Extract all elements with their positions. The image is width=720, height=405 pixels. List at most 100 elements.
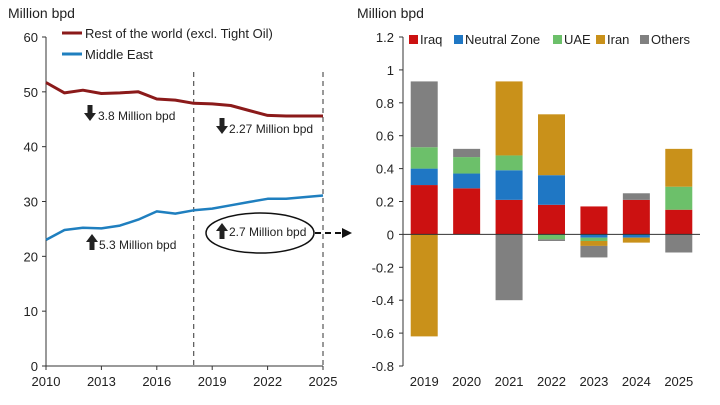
right-legend-swatch [596, 35, 605, 44]
right-ylabel: Million bpd [357, 5, 424, 21]
right-legend-label: UAE [564, 32, 591, 47]
left-y-tick-label: 10 [24, 304, 38, 319]
bar-segment-others [453, 148, 481, 158]
bar-segment-iran [538, 114, 565, 176]
bar-segment-uae [495, 155, 523, 171]
left-y-tick-label: 0 [31, 359, 38, 374]
bar-segment-neutral-zone [495, 170, 523, 200]
arrow-shaft [219, 118, 225, 127]
left-y-tick-label: 60 [24, 30, 38, 45]
left-x-tick-label: 2016 [142, 374, 171, 389]
left-series-line-1 [45, 194, 324, 242]
left-y-tick-label: 50 [24, 85, 38, 100]
left-x-tick-label: 2013 [87, 374, 116, 389]
bar-segment-others [665, 234, 693, 253]
right-y-tick-label: 1 [387, 63, 394, 78]
bar-segment-neutral-zone [410, 168, 438, 186]
arrow-head [216, 126, 228, 134]
bar-segment-others [580, 245, 608, 258]
bar-segment-iraq [538, 204, 565, 235]
annotation-arrow-icon [84, 105, 96, 121]
arrow-shaft [219, 230, 225, 239]
annotation-label: 3.8 Million bpd [98, 109, 175, 123]
bar-segment-iran [495, 81, 523, 156]
right-legend-label: Others [651, 32, 691, 47]
right-x-tick-label: 2022 [537, 374, 566, 389]
right-y-tick-label: 0.6 [376, 129, 394, 144]
bar-segment-iraq [665, 209, 693, 235]
bar-segment-iraq [580, 206, 608, 235]
annotation-label: 5.3 Million bpd [99, 238, 176, 252]
left-legend-label: Middle East [85, 47, 153, 62]
left-x-tick-label: 2019 [198, 374, 227, 389]
annotation-label: 2.27 Million bpd [229, 122, 313, 136]
annotation-label: 2.7 Million bpd [229, 225, 306, 239]
bar-segment-neutral-zone [622, 234, 650, 238]
left-x-tick-label: 2010 [32, 374, 61, 389]
right-y-tick-label: -0.4 [372, 293, 394, 308]
left-y-tick-label: 40 [24, 140, 38, 155]
bar-segment-others [410, 81, 438, 148]
annotation-arrow-icon [216, 118, 228, 134]
left-ylabel: Million bpd [8, 5, 75, 21]
right-x-tick-label: 2024 [622, 374, 651, 389]
right-legend-label: Iran [607, 32, 629, 47]
bar-segment-iraq [495, 199, 523, 235]
arrow-head [84, 113, 96, 121]
left-y-tick-label: 20 [24, 249, 38, 264]
arrow-shaft [87, 105, 93, 114]
right-y-tick-label: -0.6 [372, 326, 394, 341]
arrow-head [216, 223, 228, 231]
bar-segment-uae [410, 147, 438, 169]
bar-segment-others [538, 239, 565, 241]
bar-segment-iran [622, 237, 650, 243]
bar-segment-iraq [622, 199, 650, 235]
right-x-tick-label: 2020 [452, 374, 481, 389]
right-legend-swatch [553, 35, 562, 44]
bar-segment-iraq [410, 185, 438, 235]
right-x-tick-label: 2021 [495, 374, 524, 389]
right-y-tick-label: -0.8 [372, 359, 394, 374]
right-legend-swatch [640, 35, 649, 44]
bar-segment-others [622, 193, 650, 200]
connector-arrowhead [342, 228, 352, 238]
highlight-ellipse [205, 212, 315, 254]
right-stacked-bar-chart: 1.2 1 0.8 0.6 0.4 0.2 0 -0.2 -0.4 -0.6 -0.8 2019 202… [372, 30, 700, 389]
connector-arrow [315, 228, 352, 238]
right-legend-label: Iraq [420, 32, 442, 47]
right-y-tick-label: 0.2 [376, 195, 394, 210]
left-series-line-0 [45, 81, 323, 118]
left-x-tick-label: 2025 [309, 374, 338, 389]
right-y-tick-label: 1.2 [376, 30, 394, 45]
right-y-tick-label: 0.4 [376, 162, 394, 177]
bar-segment-uae [665, 186, 693, 210]
right-legend-swatch [409, 35, 418, 44]
annotation-arrow-icon [216, 223, 228, 239]
right-y-tick-label: 0.8 [376, 96, 394, 111]
bar-segment-neutral-zone [453, 173, 481, 189]
right-x-tick-label: 2023 [579, 374, 608, 389]
right-x-tick-label: 2025 [664, 374, 693, 389]
right-x-tick-label: 2019 [410, 374, 439, 389]
left-line-chart: 0 10 20 30 40 50 60 2010 2013 2016 2019 2022 2025 Res… [24, 26, 338, 389]
right-legend-label: Neutral Zone [465, 32, 540, 47]
bar-segment-uae [580, 237, 608, 241]
bar-segment-uae [453, 157, 481, 174]
bar-segment-uae [538, 234, 565, 240]
bar-segment-iran [580, 240, 608, 246]
bar-segment-iran [410, 234, 438, 337]
left-y-tick-label: 30 [24, 195, 38, 210]
bar-segment-neutral-zone [580, 234, 608, 238]
right-y-tick-label: -0.2 [372, 260, 394, 275]
bar-segment-neutral-zone [538, 175, 565, 205]
bar-segment-iraq [453, 188, 481, 235]
right-legend-swatch [454, 35, 463, 44]
annotation-arrow-icon [86, 234, 98, 250]
right-y-tick-label: 0 [387, 227, 394, 242]
left-legend-label: Rest of the world (excl. Tight Oil) [85, 26, 273, 41]
bar-segment-iran [665, 148, 693, 187]
arrow-head [86, 234, 98, 242]
left-x-tick-label: 2022 [253, 374, 282, 389]
bar-segment-others [495, 234, 523, 301]
